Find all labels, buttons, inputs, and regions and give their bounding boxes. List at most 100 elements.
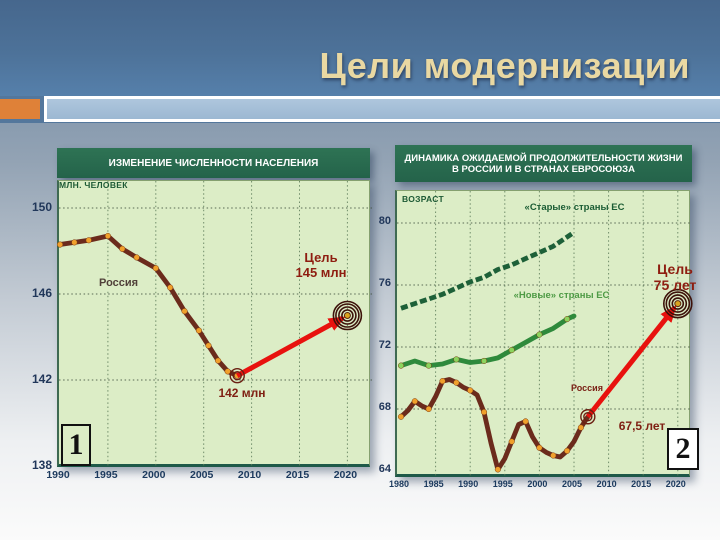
new-eu-series-label: «Новые» страны ЕС	[513, 290, 610, 301]
x-tick-label: 1985	[423, 479, 444, 489]
accent-blue-bar	[47, 99, 720, 119]
old-eu-series-label: «Старые» страны ЕС	[524, 202, 625, 213]
life-expectancy-endpoint-label: 67,5 лет	[618, 419, 666, 433]
data-point-marker	[480, 409, 488, 416]
population-chart-title: ИЗМЕНЕНИЕ ЧИСЛЕННОСТИ НАСЕЛЕНИЯ	[57, 148, 370, 178]
endpoint-ring	[583, 412, 593, 422]
title-band: Цели модернизации	[0, 0, 720, 97]
x-tick-label: 2010	[596, 479, 617, 489]
data-point-marker	[71, 239, 78, 246]
data-point-marker	[205, 342, 212, 349]
life-expectancy-y-axis: 64 68 72 76 80	[369, 190, 395, 477]
x-tick-label: 2020	[665, 479, 686, 489]
x-tick-label: 2020	[333, 469, 358, 481]
target-bullseye-ring	[332, 300, 363, 331]
target-bullseye-ring	[338, 306, 357, 325]
decorative-bar	[0, 96, 720, 123]
x-tick-label: 1995	[492, 479, 513, 489]
data-point-marker	[522, 418, 529, 425]
data-point-marker	[167, 284, 174, 291]
population-plot-svg	[56, 181, 372, 468]
target-bullseye-ring	[341, 309, 354, 322]
data-point-marker	[215, 357, 222, 364]
target-bullseye-ring	[668, 294, 688, 313]
data-point-marker	[195, 327, 202, 334]
accent-orange-block	[0, 99, 40, 119]
life-expectancy-chart-title: ДИНАМИКА ОЖИДАЕМОЙ ПРОДОЛЖИТЕЛЬНОСТИ ЖИЗ…	[395, 145, 692, 182]
data-point-marker	[397, 362, 405, 369]
x-tick-label: 2005	[561, 479, 583, 489]
russia-series-label: Россия	[95, 277, 143, 290]
population-endpoint-label: 142 млн	[218, 386, 266, 400]
data-point-marker	[480, 357, 488, 364]
life-expectancy-target-label: Цель 75 лет	[653, 261, 697, 294]
y-tick-label: 76	[378, 277, 391, 289]
data-point-marker	[508, 347, 515, 354]
data-point-marker	[119, 245, 126, 252]
y-tick-label: 68	[378, 401, 391, 413]
target-bullseye-ring	[662, 288, 693, 319]
target-bullseye-center	[674, 300, 682, 308]
data-point-marker	[133, 254, 140, 261]
russia-series-label: Россия	[571, 383, 603, 393]
data-point-marker	[181, 308, 188, 315]
population-target-label: Цель 145 млн	[295, 250, 347, 280]
data-point-marker	[85, 237, 92, 244]
data-point-marker	[56, 241, 64, 248]
endpoint-ring	[229, 367, 245, 384]
population-x-axis: 1990 1995 2000 2005 2010 2015 2020	[46, 467, 370, 485]
life-expectancy-x-axis: 1980 1985 1990 1995 2000 2005 2010 2015 2020	[389, 477, 692, 495]
data-point-marker	[536, 444, 543, 451]
target-bullseye-ring	[665, 291, 691, 316]
x-tick-label: 2015	[631, 479, 652, 489]
data-point-marker	[467, 387, 474, 394]
data-point-marker	[564, 447, 571, 454]
data-point-marker	[411, 398, 418, 405]
y-tick-label: 138	[31, 458, 52, 472]
data-point-marker	[550, 452, 557, 459]
population-plot-area: МЛН. ЧЕЛОВЕК Россия Цель 145 млн 142 млн…	[56, 180, 372, 468]
data-point-marker	[425, 405, 432, 413]
slide-title: Цели модернизации	[319, 45, 690, 86]
data-point-marker	[453, 379, 460, 386]
data-point-marker	[453, 356, 460, 363]
y-tick-label: 80	[378, 215, 391, 227]
endpoint-ring	[232, 370, 242, 381]
endpoint-ring	[580, 409, 596, 425]
chart-number-badge-1: 1	[61, 424, 91, 466]
y-tick-label: 72	[378, 339, 391, 351]
x-tick-label: 2015	[285, 469, 310, 481]
data-point-marker	[152, 265, 159, 272]
y-tick-label: 64	[378, 463, 391, 475]
population-unit-label: МЛН. ЧЕЛОВЕК	[59, 180, 128, 190]
data-point-marker	[397, 413, 405, 420]
x-tick-label: 1995	[94, 469, 118, 481]
trend-arrow	[585, 305, 677, 419]
data-point-marker	[425, 362, 432, 369]
life-expectancy-plot-area: ВОЗРАСТ «Старые» страны ЕС «Новые» стран…	[395, 190, 699, 478]
x-tick-label: 2010	[237, 469, 262, 481]
data-point-marker	[577, 424, 584, 431]
y-tick-label: 146	[31, 286, 52, 300]
data-point-marker	[494, 466, 501, 473]
life-expectancy-chart: ДИНАМИКА ОЖИДАЕМОЙ ПРОДОЛЖИТЕЛЬНОСТИ ЖИЗ…	[369, 145, 699, 495]
trend-arrow	[236, 316, 346, 378]
data-point-marker	[564, 316, 571, 323]
target-bullseye-center	[343, 312, 351, 319]
life-expectancy-plot-svg	[397, 191, 693, 478]
series-line-0	[400, 230, 576, 311]
x-tick-label: 2000	[527, 479, 548, 489]
x-tick-label: 2005	[190, 469, 214, 481]
target-bullseye-ring	[671, 297, 685, 310]
data-point-marker	[224, 368, 231, 375]
target-bullseye-ring	[335, 303, 360, 328]
data-point-marker	[104, 232, 111, 240]
chart-number-badge-2: 2	[667, 428, 699, 470]
x-tick-label: 1990	[46, 469, 70, 481]
x-tick-label: 1980	[388, 479, 410, 489]
data-point-marker	[536, 331, 543, 338]
population-y-axis: 138 142 146 150	[30, 180, 56, 472]
y-tick-label: 150	[31, 200, 52, 214]
data-point-marker	[439, 378, 446, 385]
